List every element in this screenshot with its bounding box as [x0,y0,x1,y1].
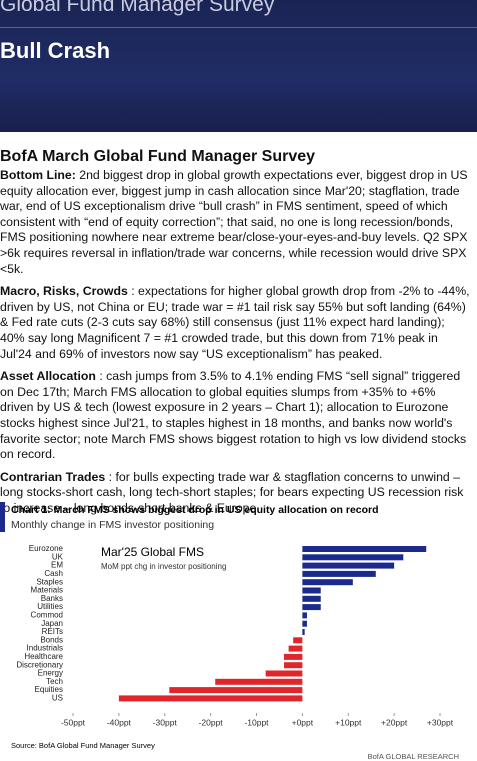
header-top-title: Global Fund Manager Survey [0,0,275,16]
header: Global Fund Manager Survey Bull Crash [0,0,477,132]
category-label: EM [51,561,63,570]
paragraph-lead: Asset Allocation [0,369,96,384]
category-label: Commod [31,611,63,620]
bar [302,612,307,619]
bar [302,570,376,577]
category-label: Eurozone [29,544,64,553]
source: Source: BofA Global Fund Manager Survey [11,741,155,750]
chart-accent [0,502,5,532]
paragraph-body: : cash jumps from 3.5% to 4.1% ending FM… [0,369,467,462]
category-label: Utilities [37,602,63,611]
x-tick-label: +10ppt [335,717,362,727]
chart-title: Chart 1: March FMS shows biggest drop in… [11,504,379,516]
paragraph-body: : expectations for higher global growth … [0,284,470,361]
header-title: Bull Crash [0,38,111,63]
paragraph-lead: Bottom Line: [0,168,76,182]
x-tick-label: -20ppt [199,717,224,727]
bar [302,554,404,561]
bar [302,629,305,635]
bar [302,546,427,552]
category-label: REITs [42,627,63,636]
category-label: Staples [36,577,63,586]
paragraph: Macro, Risks, Crowds : expectations for … [0,284,472,362]
paragraph-lead: Contrarian Trades [0,469,106,484]
bar [302,604,321,611]
legend-subtitle: MoM ppt chg in investor positioning [101,562,226,571]
bar [265,670,303,677]
legend-title: Mar'25 Global FMS [101,545,204,559]
paragraph-body: 2nd biggest drop in global growth expect… [0,168,468,276]
bar [118,695,303,702]
category-label: Tech [46,677,63,686]
category-label: Banks [41,594,63,603]
category-label: UK [52,552,64,561]
paragraph-lead: Macro, Risks, Crowds [0,284,128,299]
x-tick-label: -10ppt [244,717,269,727]
x-tick-label: -30ppt [153,717,178,727]
bar [284,662,303,669]
paragraph: Asset Allocation : cash jumps from 3.5% … [0,369,472,463]
category-label: Bonds [40,635,63,644]
x-tick-label: -40ppt [107,717,132,727]
header-rule [0,27,477,28]
x-tick-label: +20ppt [381,717,408,727]
bar [215,678,303,685]
chart: Chart 1: March FMS shows biggest drop in… [0,502,459,761]
heading: BofA March Global Fund Manager Survey [0,148,316,165]
x-tick-label: +30ppt [427,717,454,727]
x-tick-label: -50ppt [61,717,86,727]
category-label: Industrials [27,644,63,653]
paragraph: Bottom Line: 2nd biggest drop in global … [0,168,472,277]
x-tick-label: +0ppt [292,717,314,727]
bar [284,653,303,660]
bar [302,562,395,569]
bar [302,595,321,602]
category-label: Materials [31,586,63,595]
bar [302,620,307,627]
category-label: Cash [44,569,63,578]
text-body: BofA March Global Fund Manager Survey Bo… [0,148,472,523]
category-label: Healthcare [24,652,63,661]
bar [169,687,303,694]
footer: BofA GLOBAL RESEARCH [368,752,459,761]
chart-subtitle: Monthly change in FMS investor positioni… [11,519,214,531]
bar [288,645,303,652]
paragraph: Contrarian Trades : for bulls expecting … [0,470,472,517]
bar [302,587,321,594]
category-label: Equities [35,685,63,694]
category-label: Discretionary [16,660,63,669]
paragraph-body: : for bulls expecting trade war & stagfl… [0,469,464,515]
bar [293,637,303,644]
category-label: Energy [38,669,63,678]
bar [302,579,353,586]
category-label: Japan [41,619,63,628]
category-label: US [52,694,63,703]
